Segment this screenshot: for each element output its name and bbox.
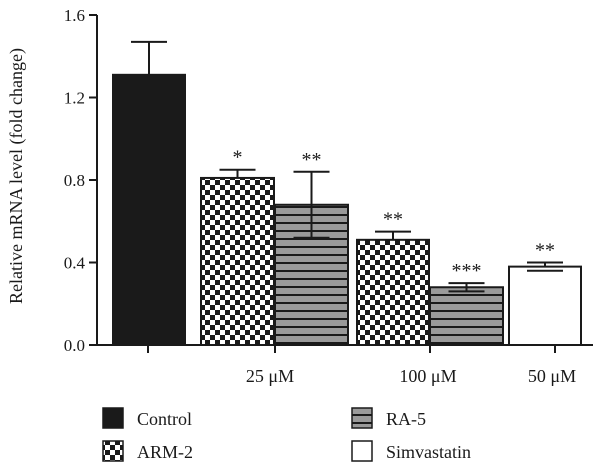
y-tick-label: 0.8 (64, 171, 85, 190)
bar-simvastatin (508, 265, 582, 346)
y-axis-title: Relative mRNA level (fold change) (6, 48, 27, 304)
legend-swatch-control (102, 407, 124, 429)
legend-swatch-ra-5 (351, 407, 373, 429)
significance-label: ** (383, 209, 403, 231)
legend: Control RA-5 ARM-2 Simvastatin (102, 407, 471, 462)
significance-label: ** (302, 149, 322, 171)
y-axis: 0.0 0.4 0.8 1.2 1.6 (64, 6, 98, 355)
bar-arm-2 (200, 176, 275, 346)
significance-label: * (233, 147, 243, 169)
y-tick-label: 1.6 (64, 6, 85, 25)
legend-swatch-simvastatin (351, 440, 373, 462)
legend-label: ARM-2 (137, 442, 193, 462)
bar-arm-2 (356, 238, 430, 346)
x-group-label: 50 μM (528, 366, 576, 386)
x-group-label: 100 μM (399, 366, 456, 386)
x-axis: 25 μM 100 μM 50 μM (97, 344, 593, 386)
bar-control (112, 73, 186, 346)
legend-label: Simvastatin (386, 442, 471, 462)
legend-label: RA-5 (386, 409, 426, 429)
significance-label: ** (535, 240, 555, 262)
x-group-label: 25 μM (246, 366, 294, 386)
bars: * ********* (112, 40, 582, 346)
legend-swatch-arm-2 (102, 440, 124, 462)
significance-label: *** (452, 260, 482, 282)
y-tick-label: 0.0 (64, 336, 85, 355)
y-tick-label: 0.4 (64, 254, 86, 273)
legend-label: Control (137, 409, 192, 429)
bar-ra-5 (429, 286, 504, 346)
y-tick-label: 1.2 (64, 89, 85, 108)
